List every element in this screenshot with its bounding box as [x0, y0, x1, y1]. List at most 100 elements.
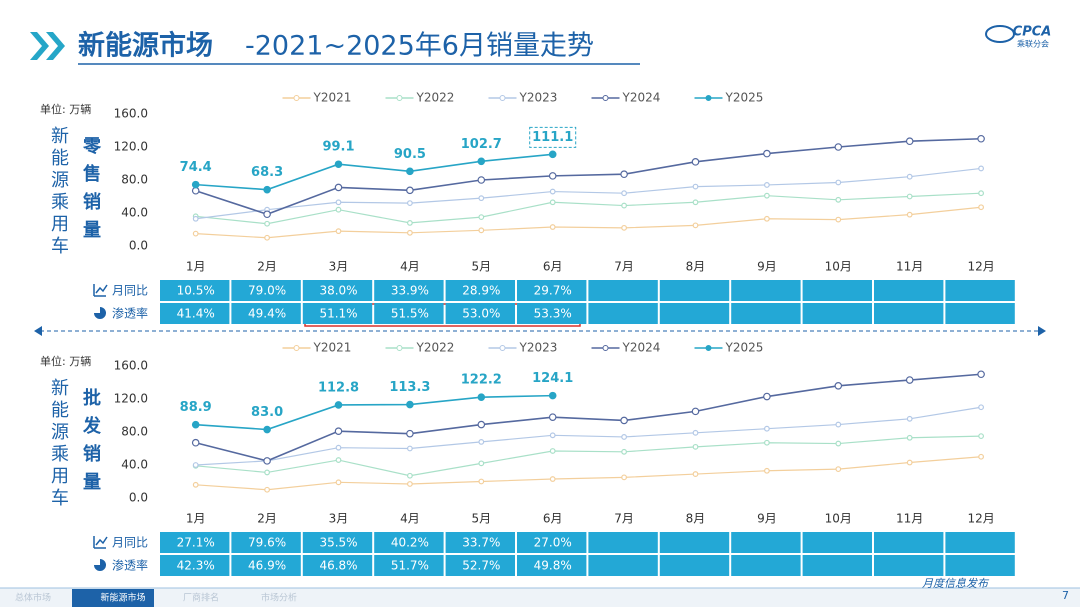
row-icon	[93, 284, 108, 297]
table-value: 40.2%	[391, 536, 429, 550]
data-point	[548, 150, 557, 159]
table-cell	[659, 555, 730, 576]
data-point	[191, 438, 200, 447]
data-point	[548, 172, 557, 180]
legend-marker	[602, 344, 609, 351]
table-value: 29.7%	[534, 284, 572, 298]
data-point	[549, 476, 556, 482]
table-cell	[802, 280, 872, 301]
unit-label: 单位: 万辆	[40, 354, 91, 368]
x-tick-label: 8月	[686, 512, 706, 526]
data-point	[335, 444, 342, 451]
data-label: 122.2	[461, 373, 502, 388]
side-label: 新能源乘用车	[48, 126, 69, 258]
legend-label: Y2023	[519, 91, 558, 105]
table-cell	[659, 303, 730, 324]
x-tick-label: 3月	[329, 512, 349, 526]
data-point	[191, 420, 200, 429]
table-value: 42.3%	[177, 559, 215, 573]
data-point	[906, 173, 913, 180]
series-line	[195, 167, 982, 220]
data-point	[691, 407, 700, 416]
table-cell	[874, 303, 944, 324]
data-label: 113.3	[389, 380, 430, 395]
data-point	[335, 479, 342, 486]
data-point	[335, 457, 342, 463]
data-point	[549, 448, 556, 454]
data-point	[620, 170, 628, 179]
series-line	[195, 153, 553, 191]
data-point	[407, 472, 413, 479]
table-cell	[802, 532, 872, 553]
data-point	[835, 196, 842, 203]
data-label: 112.8	[318, 380, 359, 395]
x-tick-label: 1月	[186, 260, 206, 274]
table-value: 53.3%	[534, 307, 572, 321]
series-line	[195, 192, 982, 225]
data-point	[906, 415, 913, 422]
x-tick-label: 4月	[400, 260, 420, 274]
table-cell	[160, 280, 230, 301]
data-point	[478, 439, 485, 445]
data-point	[334, 160, 343, 169]
legend-label: Y2021	[313, 340, 352, 354]
table-value: 28.9%	[462, 284, 500, 298]
table-value: 38.0%	[319, 284, 357, 298]
table-cell	[231, 532, 301, 553]
x-tick-label: 2月	[257, 260, 277, 274]
data-point	[978, 433, 984, 440]
data-point	[548, 413, 557, 421]
data-point	[549, 224, 556, 230]
data-point	[477, 157, 486, 166]
data-point	[192, 462, 199, 468]
legend-marker	[396, 344, 403, 351]
metric-label: 批发销量	[80, 387, 102, 500]
data-label: 74.4	[180, 160, 212, 175]
data-point	[407, 229, 413, 236]
footer-tab: 总体市场	[15, 592, 51, 604]
table-value: 10.5%	[177, 284, 215, 298]
series-line	[195, 394, 553, 431]
data-point	[835, 216, 842, 223]
table-cell	[731, 280, 801, 301]
footer-tab: 市场分析	[261, 592, 297, 604]
table-cell	[231, 280, 301, 301]
footer-tab: 厂商排名	[183, 592, 219, 604]
legend-label: Y2023	[519, 340, 558, 354]
row-label: 月同比	[112, 536, 148, 550]
data-point	[977, 370, 985, 379]
data-point	[905, 376, 914, 384]
y-tick-label: 40.0	[121, 206, 148, 220]
data-point	[477, 176, 486, 184]
data-point	[621, 448, 627, 455]
table-value: 53.0%	[462, 307, 500, 321]
metric-label: 零售销量	[80, 136, 102, 248]
x-tick-label: 5月	[471, 512, 491, 526]
label-box	[529, 126, 577, 148]
table-value: 51.1%	[319, 307, 357, 321]
table-value: 33.7%	[462, 536, 500, 550]
data-point	[764, 182, 770, 188]
legend-marker	[705, 344, 712, 351]
data-point	[692, 471, 699, 477]
data-point	[477, 420, 486, 429]
data-point	[192, 230, 199, 237]
table-value: 27.0%	[534, 536, 572, 550]
data-label: 90.5	[394, 147, 426, 162]
data-point	[263, 185, 271, 194]
legend-label: Y2024	[622, 91, 661, 105]
row-label: 渗透率	[112, 558, 148, 573]
table-cell	[945, 303, 1015, 324]
data-label: 99.1	[322, 140, 354, 155]
legend-marker	[602, 95, 609, 101]
data-point	[407, 200, 413, 207]
data-point	[192, 215, 199, 222]
series-line	[195, 206, 982, 239]
series-line	[195, 373, 982, 462]
legend-label: Y2025	[725, 91, 764, 105]
x-tick-label: 1月	[186, 512, 206, 526]
data-point	[621, 202, 627, 209]
table-cell	[874, 532, 944, 553]
table-cell	[160, 555, 230, 576]
data-point	[692, 443, 699, 450]
